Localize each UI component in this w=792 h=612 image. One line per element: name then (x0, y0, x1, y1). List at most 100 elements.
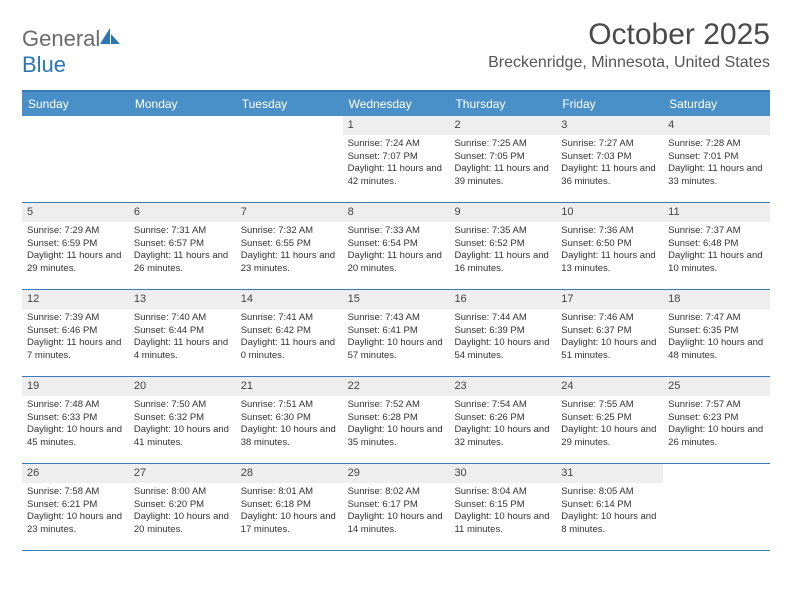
weekday-header: Wednesday (343, 92, 450, 116)
header: GeneralBlue October 2025 Breckenridge, M… (22, 18, 770, 78)
day-number: 12 (22, 290, 129, 309)
sunrise-line: Sunrise: 7:28 AM (668, 138, 765, 151)
daylight-line: Daylight: 10 hours and 32 minutes. (454, 424, 551, 450)
day-cell: 17Sunrise: 7:46 AMSunset: 6:37 PMDayligh… (556, 290, 663, 376)
day-body: Sunrise: 7:32 AMSunset: 6:55 PMDaylight:… (236, 222, 343, 281)
daylight-line: Daylight: 10 hours and 41 minutes. (134, 424, 231, 450)
daylight-line: Daylight: 11 hours and 20 minutes. (348, 250, 445, 276)
day-body: Sunrise: 7:28 AMSunset: 7:01 PMDaylight:… (663, 135, 770, 194)
day-number: 30 (449, 464, 556, 483)
day-body: Sunrise: 7:52 AMSunset: 6:28 PMDaylight:… (343, 396, 450, 455)
sunset-line: Sunset: 6:14 PM (561, 499, 658, 512)
sunset-line: Sunset: 6:26 PM (454, 412, 551, 425)
day-cell: 19Sunrise: 7:48 AMSunset: 6:33 PMDayligh… (22, 377, 129, 463)
day-body: Sunrise: 7:43 AMSunset: 6:41 PMDaylight:… (343, 309, 450, 368)
day-number: 28 (236, 464, 343, 483)
sunset-line: Sunset: 6:41 PM (348, 325, 445, 338)
sunset-line: Sunset: 6:52 PM (454, 238, 551, 251)
sunrise-line: Sunrise: 8:04 AM (454, 486, 551, 499)
logo: GeneralBlue (22, 26, 122, 78)
weekday-header: Sunday (22, 92, 129, 116)
day-number: 11 (663, 203, 770, 222)
day-cell: 5Sunrise: 7:29 AMSunset: 6:59 PMDaylight… (22, 203, 129, 289)
sunset-line: Sunset: 7:07 PM (348, 151, 445, 164)
sunrise-line: Sunrise: 7:48 AM (27, 399, 124, 412)
day-cell: 23 Sunrise: 7:54 AMSunset: 6:26 PMDayligh… (449, 377, 556, 463)
day-body: Sunrise: 7:27 AMSunset: 7:03 PMDaylight:… (556, 135, 663, 194)
sunset-line: Sunset: 6:39 PM (454, 325, 551, 338)
day-body: Sunrise: 7:25 AMSunset: 7:05 PMDaylight:… (449, 135, 556, 194)
day-cell: 31Sunrise: 8:05 AMSunset: 6:14 PMDayligh… (556, 464, 663, 550)
sunset-line: Sunset: 6:25 PM (561, 412, 658, 425)
sunrise-line: Sunrise: 7:40 AM (134, 312, 231, 325)
day-cell: 8Sunrise: 7:33 AMSunset: 6:54 PMDaylight… (343, 203, 450, 289)
day-cell: 18Sunrise: 7:47 AMSunset: 6:35 PMDayligh… (663, 290, 770, 376)
sunset-line: Sunset: 6:32 PM (134, 412, 231, 425)
weekday-header: Monday (129, 92, 236, 116)
day-cell: 11Sunrise: 7:37 AMSunset: 6:48 PMDayligh… (663, 203, 770, 289)
sunset-line: Sunset: 7:05 PM (454, 151, 551, 164)
day-number: 25 (663, 377, 770, 396)
sunrise-line: Sunrise: 8:05 AM (561, 486, 658, 499)
day-body: Sunrise: 7:37 AMSunset: 6:48 PMDaylight:… (663, 222, 770, 281)
day-body: Sunrise: 7:44 AMSunset: 6:39 PMDaylight:… (449, 309, 556, 368)
daylight-line: Daylight: 10 hours and 26 minutes. (668, 424, 765, 450)
day-number: 20 (129, 377, 236, 396)
day-cell: 27Sunrise: 8:00 AMSunset: 6:20 PMDayligh… (129, 464, 236, 550)
sunset-line: Sunset: 6:28 PM (348, 412, 445, 425)
weekday-header: Friday (556, 92, 663, 116)
day-cell: 20Sunrise: 7:50 AMSunset: 6:32 PMDayligh… (129, 377, 236, 463)
daylight-line: Daylight: 10 hours and 45 minutes. (27, 424, 124, 450)
sunrise-line: Sunrise: 7:51 AM (241, 399, 338, 412)
daylight-line: Daylight: 11 hours and 39 minutes. (454, 163, 551, 189)
daylight-line: Daylight: 11 hours and 4 minutes. (134, 337, 231, 363)
sunset-line: Sunset: 6:48 PM (668, 238, 765, 251)
day-cell: 9Sunrise: 7:35 AMSunset: 6:52 PMDaylight… (449, 203, 556, 289)
calendar: SundayMondayTuesdayWednesdayThursdayFrid… (22, 90, 770, 551)
daylight-line: Daylight: 11 hours and 26 minutes. (134, 250, 231, 276)
day-number: 17 (556, 290, 663, 309)
day-cell: 12Sunrise: 7:39 AMSunset: 6:46 PMDayligh… (22, 290, 129, 376)
sunrise-line: Sunrise: 7:29 AM (27, 225, 124, 238)
week-row: 12Sunrise: 7:39 AMSunset: 6:46 PMDayligh… (22, 290, 770, 377)
day-number: 22 (343, 377, 450, 396)
sunset-line: Sunset: 6:37 PM (561, 325, 658, 338)
day-cell: 7Sunrise: 7:32 AMSunset: 6:55 PMDaylight… (236, 203, 343, 289)
daylight-line: Daylight: 10 hours and 14 minutes. (348, 511, 445, 537)
sunset-line: Sunset: 6:54 PM (348, 238, 445, 251)
logo-word2: Blue (22, 52, 66, 77)
day-body: Sunrise: 7:35 AMSunset: 6:52 PMDaylight:… (449, 222, 556, 281)
daylight-line: Daylight: 11 hours and 36 minutes. (561, 163, 658, 189)
day-cell: 6Sunrise: 7:31 AMSunset: 6:57 PMDaylight… (129, 203, 236, 289)
month-title: October 2025 (488, 18, 770, 52)
sunrise-line: Sunrise: 7:35 AM (454, 225, 551, 238)
sunset-line: Sunset: 6:17 PM (348, 499, 445, 512)
day-number: 2 (449, 116, 556, 135)
sunset-line: Sunset: 6:33 PM (27, 412, 124, 425)
sunrise-line: Sunrise: 7:43 AM (348, 312, 445, 325)
daylight-line: Daylight: 11 hours and 42 minutes. (348, 163, 445, 189)
daylight-line: Daylight: 10 hours and 29 minutes. (561, 424, 658, 450)
day-cell: . (129, 116, 236, 202)
weekday-row: SundayMondayTuesdayWednesdayThursdayFrid… (22, 92, 770, 116)
sunrise-line: Sunrise: 7:54 AM (454, 399, 551, 412)
daylight-line: Daylight: 10 hours and 23 minutes. (27, 511, 124, 537)
day-number: 13 (129, 290, 236, 309)
day-cell: 28Sunrise: 8:01 AMSunset: 6:18 PMDayligh… (236, 464, 343, 550)
logo-text: GeneralBlue (22, 26, 122, 78)
sunset-line: Sunset: 6:15 PM (454, 499, 551, 512)
sunset-line: Sunset: 6:23 PM (668, 412, 765, 425)
day-cell: 14Sunrise: 7:41 AMSunset: 6:42 PMDayligh… (236, 290, 343, 376)
day-number: 29 (343, 464, 450, 483)
daylight-line: Daylight: 10 hours and 8 minutes. (561, 511, 658, 537)
day-body: Sunrise: 8:04 AMSunset: 6:15 PMDaylight:… (449, 483, 556, 542)
sunrise-line: Sunrise: 7:27 AM (561, 138, 658, 151)
day-number: 23 (449, 377, 556, 396)
day-number: 5 (22, 203, 129, 222)
day-number: 21 (236, 377, 343, 396)
daylight-line: Daylight: 10 hours and 54 minutes. (454, 337, 551, 363)
day-body: Sunrise: 7:29 AMSunset: 6:59 PMDaylight:… (22, 222, 129, 281)
day-number: 16 (449, 290, 556, 309)
day-cell: 22Sunrise: 7:52 AMSunset: 6:28 PMDayligh… (343, 377, 450, 463)
sunrise-line: Sunrise: 7:31 AM (134, 225, 231, 238)
